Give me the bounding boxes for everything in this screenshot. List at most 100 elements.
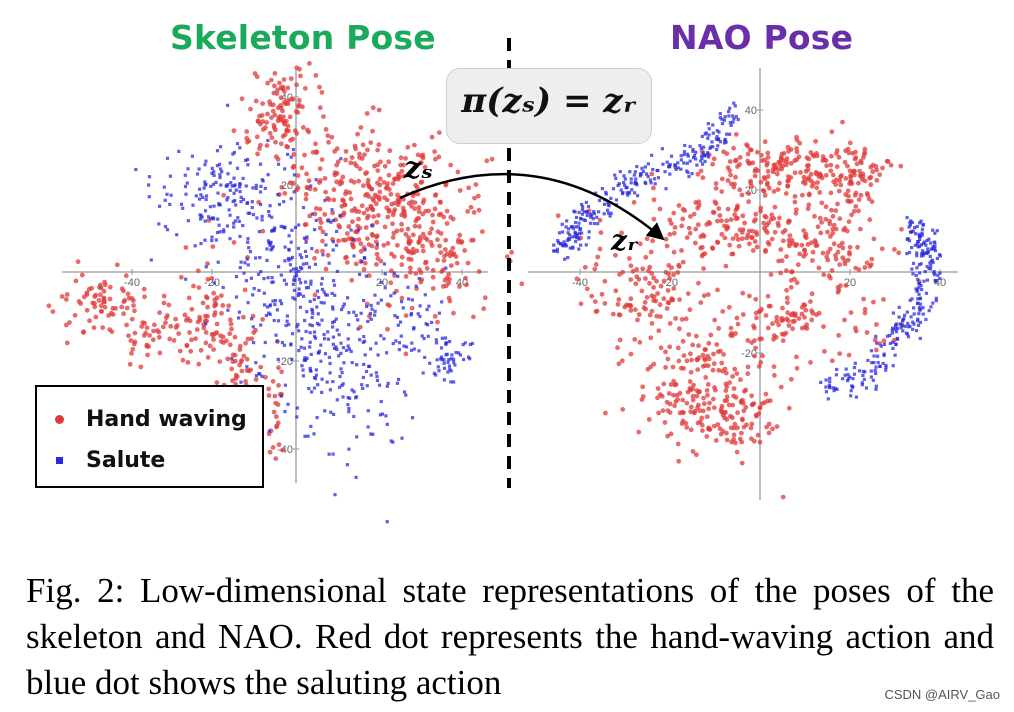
salute-point	[251, 213, 255, 217]
salute-point	[656, 168, 660, 173]
hand-waving-point	[799, 304, 805, 310]
hand-waving-point	[829, 268, 835, 273]
hand-waving-point	[644, 236, 650, 242]
salute-point	[267, 210, 271, 214]
hand-waving-point	[696, 343, 701, 349]
salute-point	[395, 315, 399, 319]
salute-point	[846, 373, 850, 377]
hand-waving-point	[347, 190, 353, 196]
salute-point	[209, 217, 213, 221]
salute-point	[908, 298, 912, 302]
hand-waving-point	[422, 164, 428, 170]
salute-point	[931, 301, 935, 305]
salute-point	[327, 355, 331, 359]
salute-point	[207, 215, 211, 219]
salute-point	[917, 292, 921, 296]
salute-point	[844, 367, 848, 371]
salute-point	[926, 247, 930, 251]
hand-waving-point	[855, 244, 860, 250]
hand-waving-point	[724, 151, 730, 157]
salute-point	[296, 293, 300, 297]
salute-point	[356, 327, 360, 331]
hand-waving-point	[218, 339, 224, 344]
hand-waving-point	[212, 312, 217, 318]
hand-waving-point	[765, 168, 771, 174]
salute-point	[186, 219, 190, 223]
salute-point	[361, 340, 365, 344]
salute-point	[458, 353, 463, 357]
salute-point	[323, 352, 327, 356]
hand-waving-point	[214, 295, 220, 301]
hand-waving-point	[719, 409, 725, 415]
hand-waving-point	[263, 125, 268, 131]
salute-point	[352, 254, 356, 258]
salute-point	[210, 238, 214, 243]
hand-waving-point	[816, 310, 822, 316]
hand-waving-point	[701, 233, 707, 239]
hand-waving-point	[688, 214, 693, 219]
salute-point	[882, 342, 886, 346]
hand-waving-point	[676, 264, 682, 269]
salute-point	[183, 184, 188, 189]
hand-waving-point	[868, 174, 874, 180]
salute-point	[230, 357, 234, 361]
salute-point	[238, 266, 242, 270]
hand-waving-point	[374, 262, 379, 267]
hand-waving-point	[442, 253, 447, 259]
hand-waving-point	[356, 237, 362, 243]
hand-waving-point	[173, 325, 179, 330]
hand-waving-point	[331, 197, 337, 203]
hand-waving-point	[589, 293, 595, 299]
hand-waving-point	[688, 369, 694, 375]
salute-point	[397, 341, 402, 345]
hand-waving-point	[519, 281, 525, 287]
hand-waving-point	[762, 400, 767, 405]
hand-waving-point	[205, 355, 211, 360]
hand-waving-point	[671, 272, 676, 278]
hand-waving-point	[751, 218, 757, 224]
salute-point	[363, 256, 367, 260]
hand-waving-point	[796, 316, 802, 321]
salute-point	[911, 327, 915, 331]
hand-waving-point	[307, 61, 312, 66]
salute-point	[645, 172, 649, 176]
salute-point	[417, 277, 421, 281]
salute-point	[937, 253, 942, 257]
hand-waving-point	[375, 168, 381, 174]
hand-waving-point	[719, 360, 725, 366]
hand-waving-point	[700, 352, 706, 358]
salute-point	[918, 234, 922, 238]
hand-waving-point	[628, 308, 634, 313]
hand-waving-point	[659, 393, 665, 399]
salute-point	[824, 385, 828, 389]
salute-point	[934, 278, 938, 283]
hand-waving-point	[665, 288, 671, 293]
hand-waving-point	[313, 141, 318, 147]
hand-waving-point	[270, 108, 276, 114]
hand-waving-point	[657, 302, 663, 308]
hand-waving-point	[788, 285, 794, 290]
hand-waving-point	[280, 86, 286, 92]
hand-waving-point	[824, 163, 829, 169]
salute-point	[203, 209, 208, 213]
arrow-start-label: zₛ	[403, 151, 433, 186]
salute-point	[301, 294, 306, 298]
salute-point	[584, 243, 588, 247]
salute-point	[297, 287, 301, 291]
salute-point	[375, 242, 379, 246]
salute-point	[360, 260, 364, 264]
salute-point	[331, 218, 335, 223]
salute-point	[862, 377, 866, 381]
hand-waving-point	[755, 432, 761, 438]
hand-waving-point	[655, 291, 660, 296]
salute-point	[434, 338, 438, 342]
hand-waving-point	[344, 231, 350, 236]
salute-point	[203, 219, 207, 223]
hand-waving-point	[714, 342, 720, 347]
hand-waving-point	[758, 179, 764, 185]
hand-waving-point	[770, 321, 775, 327]
salute-point	[303, 318, 307, 323]
hand-waving-point	[865, 192, 871, 198]
salute-point	[282, 278, 286, 282]
hand-waving-point	[114, 262, 120, 268]
